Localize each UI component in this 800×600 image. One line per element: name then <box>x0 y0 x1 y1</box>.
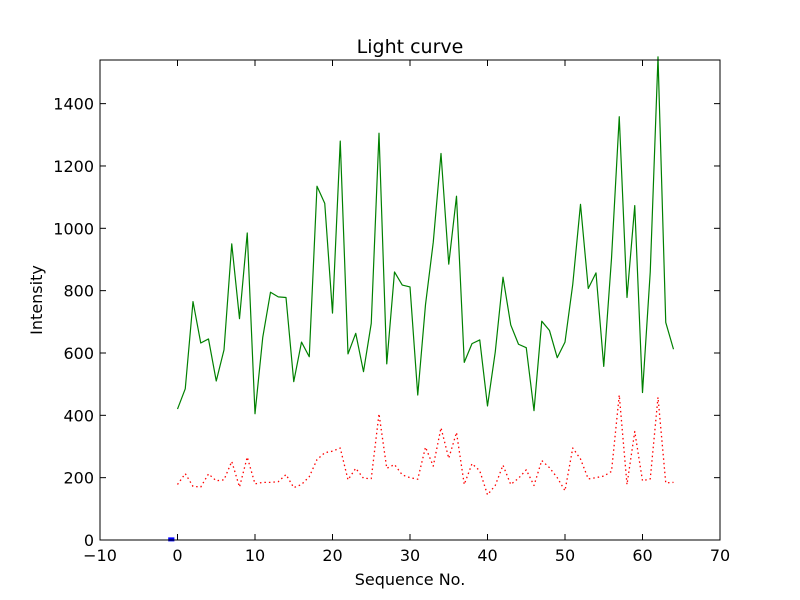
x-tick-label: 0 <box>172 546 182 565</box>
y-tick-label: 800 <box>63 282 94 301</box>
y-axis-label: Intensity <box>27 265 46 335</box>
y-tick-label: 0 <box>84 531 94 550</box>
y-tick-label: 1200 <box>53 157 94 176</box>
y-tick-label: 1000 <box>53 219 94 238</box>
x-tick-label: 50 <box>555 546 575 565</box>
x-tick-label: 40 <box>477 546 497 565</box>
x-tick-label: 20 <box>322 546 342 565</box>
y-tick-label: 200 <box>63 469 94 488</box>
y-tick-label: 600 <box>63 344 94 363</box>
axes-layer: −10 0 10 20 30 40 50 60 700200400600800100012001… <box>53 59 730 565</box>
y-tick-label: 400 <box>63 406 94 425</box>
series-line-2 <box>176 394 674 496</box>
x-tick-label: −10 <box>83 546 117 565</box>
x-tick-label: 30 <box>400 546 420 565</box>
series-line-1 <box>176 56 675 415</box>
x-tick-label: 10 <box>245 546 265 565</box>
plot-frame <box>99 59 721 541</box>
chart-title: Light curve <box>357 36 464 58</box>
x-tick-label: 70 <box>710 546 730 565</box>
x-tick-label: 60 <box>632 546 652 565</box>
x-axis-label: Sequence No. <box>355 570 466 589</box>
series-layer <box>168 56 675 542</box>
y-tick-label: 1400 <box>53 95 94 114</box>
